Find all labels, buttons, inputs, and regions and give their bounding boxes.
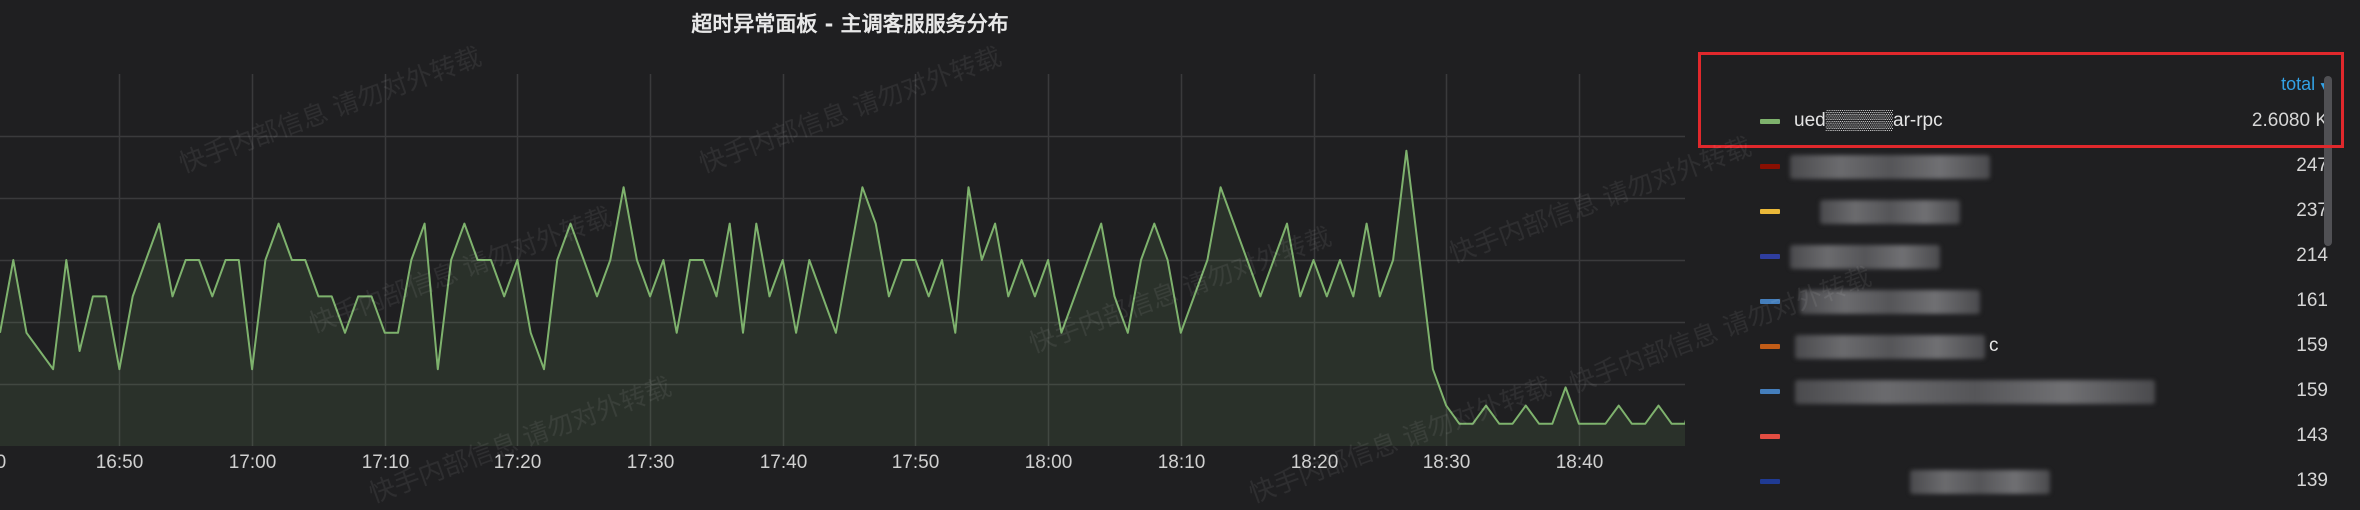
redaction-blur bbox=[1820, 200, 1960, 224]
x-tick-label: 17:00 bbox=[228, 452, 277, 473]
legend-swatch[interactable] bbox=[1760, 434, 1780, 439]
graph-panel: 超时异常面板 - 主调客服服务分布 16:50 17:00 17:10 17:20 17… bbox=[0, 12, 2360, 496]
x-tick-label: 17:30 bbox=[626, 452, 675, 473]
panel-title[interactable]: 超时异常面板 - 主调客服服务分布 bbox=[691, 12, 1009, 36]
legend-swatch[interactable] bbox=[1760, 389, 1780, 394]
legend-item[interactable]: 161 bbox=[1700, 280, 2328, 322]
x-tick-label: 18:30 bbox=[1422, 452, 1471, 473]
x-tick-label: 18:10 bbox=[1157, 452, 1206, 473]
redaction-blur bbox=[1795, 380, 2155, 404]
legend-swatch[interactable] bbox=[1760, 344, 1780, 349]
plot-area[interactable] bbox=[0, 74, 1685, 446]
legend-item[interactable]: 237 bbox=[1700, 190, 2328, 232]
legend-item[interactable]: ued▒▒▒▒▒ar-rpc 2.6080 K bbox=[1700, 100, 2328, 142]
legend-scrollbar[interactable] bbox=[2324, 76, 2332, 246]
legend-item-value: 214 bbox=[2296, 245, 2328, 266]
legend-item-name: c bbox=[1989, 335, 1999, 356]
legend-item[interactable]: 143 bbox=[1700, 415, 2328, 457]
redaction-blur bbox=[1790, 155, 1990, 179]
redaction-blur bbox=[1800, 290, 1980, 314]
legend-swatch[interactable] bbox=[1760, 299, 1780, 304]
legend-swatch[interactable] bbox=[1760, 479, 1780, 484]
legend-item-value: 161 bbox=[2296, 290, 2328, 311]
annotation-highlight-box bbox=[1698, 52, 2344, 148]
legend-swatch[interactable] bbox=[1760, 164, 1780, 169]
legend-item-value: 159 bbox=[2296, 380, 2328, 401]
legend-swatch[interactable] bbox=[1760, 119, 1780, 124]
x-tick-label: 18:20 bbox=[1290, 452, 1339, 473]
x-tick-label: 17:10 bbox=[361, 452, 410, 473]
legend-sort-label: total bbox=[2281, 74, 2316, 94]
redaction-blur bbox=[1790, 245, 1940, 269]
x-tick-label: 18:00 bbox=[1024, 452, 1073, 473]
legend-item-value: 237 bbox=[2296, 200, 2328, 221]
x-tick-label: 17:40 bbox=[759, 452, 808, 473]
x-tick-label: 17:50 bbox=[891, 452, 940, 473]
x-tick-label: 16:50 bbox=[95, 452, 144, 473]
x-tick-label: 18:40 bbox=[1555, 452, 1604, 473]
legend-item[interactable]: 159 bbox=[1700, 370, 2328, 412]
legend-item-value: 139 bbox=[2296, 470, 2328, 491]
legend-item-value: 247 bbox=[2296, 155, 2328, 176]
redaction-blur bbox=[1910, 470, 2050, 494]
legend-item-value: 2.6080 K bbox=[2251, 110, 2328, 131]
legend-item[interactable]: 214 bbox=[1700, 235, 2328, 277]
legend-item-name: ued▒▒▒▒▒ar-rpc bbox=[1794, 110, 1943, 131]
legend-item-value: 143 bbox=[2296, 425, 2328, 446]
x-tick-label: 17:20 bbox=[493, 452, 542, 473]
x-tick-label-cutoff: 0 bbox=[0, 452, 7, 473]
line-chart[interactable] bbox=[0, 74, 1685, 446]
series-line[interactable] bbox=[0, 149, 1685, 425]
legend-item[interactable]: c 159 bbox=[1700, 325, 2328, 367]
legend-item[interactable]: 139 bbox=[1700, 460, 2328, 502]
legend-item-value: 159 bbox=[2296, 335, 2328, 356]
redaction-blur bbox=[1795, 335, 1985, 359]
legend-swatch[interactable] bbox=[1760, 254, 1780, 259]
legend-swatch[interactable] bbox=[1760, 209, 1780, 214]
legend-item[interactable]: 247 bbox=[1700, 145, 2328, 187]
